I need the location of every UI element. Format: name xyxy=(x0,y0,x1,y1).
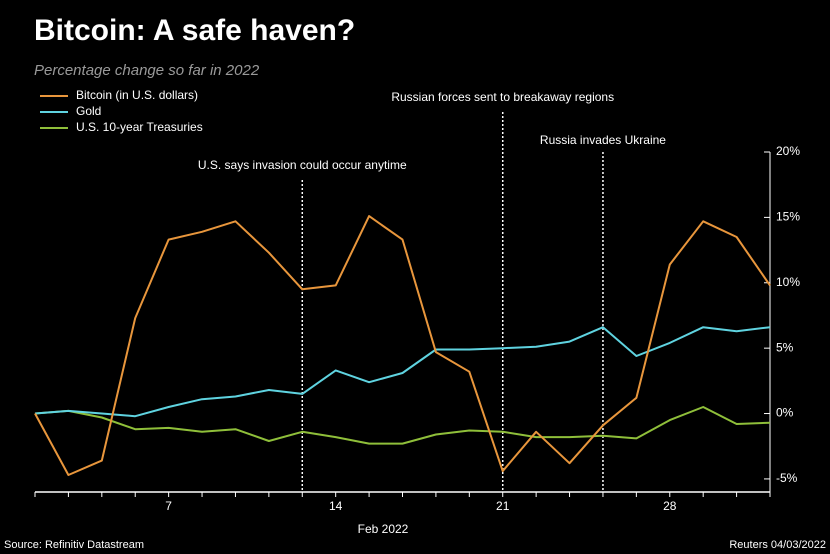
legend-label: Bitcoin (in U.S. dollars) xyxy=(76,88,198,102)
event-label: Russia invades Ukraine xyxy=(540,133,666,147)
chart-subtitle: Percentage change so far in 2022 xyxy=(34,62,260,79)
y-tick-label: 20% xyxy=(776,144,800,158)
legend-label: Gold xyxy=(76,104,101,118)
x-tick-label: 14 xyxy=(329,499,343,513)
chart-title: Bitcoin: A safe haven? xyxy=(34,14,355,47)
y-tick-label: 0% xyxy=(776,406,794,420)
x-axis-label: Feb 2022 xyxy=(358,522,409,536)
event-label: U.S. says invasion could occur anytime xyxy=(198,158,407,172)
y-tick-label: 10% xyxy=(776,275,800,289)
x-tick-label: 21 xyxy=(496,499,510,513)
series-line xyxy=(34,406,771,445)
y-tick-label: 15% xyxy=(776,210,800,224)
source: Source: Refinitiv Datastream xyxy=(4,539,144,551)
legend-label: U.S. 10-year Treasuries xyxy=(76,120,203,134)
x-tick-label: 28 xyxy=(663,499,677,513)
y-tick-label: 5% xyxy=(776,340,794,354)
event-label: Russian forces sent to breakaway regions xyxy=(391,90,614,104)
series-line xyxy=(34,215,771,476)
credit: Reuters 04/03/2022 xyxy=(729,539,826,551)
series-line xyxy=(34,326,771,418)
x-tick-label: 7 xyxy=(165,499,172,513)
y-tick-label: -5% xyxy=(776,471,798,485)
